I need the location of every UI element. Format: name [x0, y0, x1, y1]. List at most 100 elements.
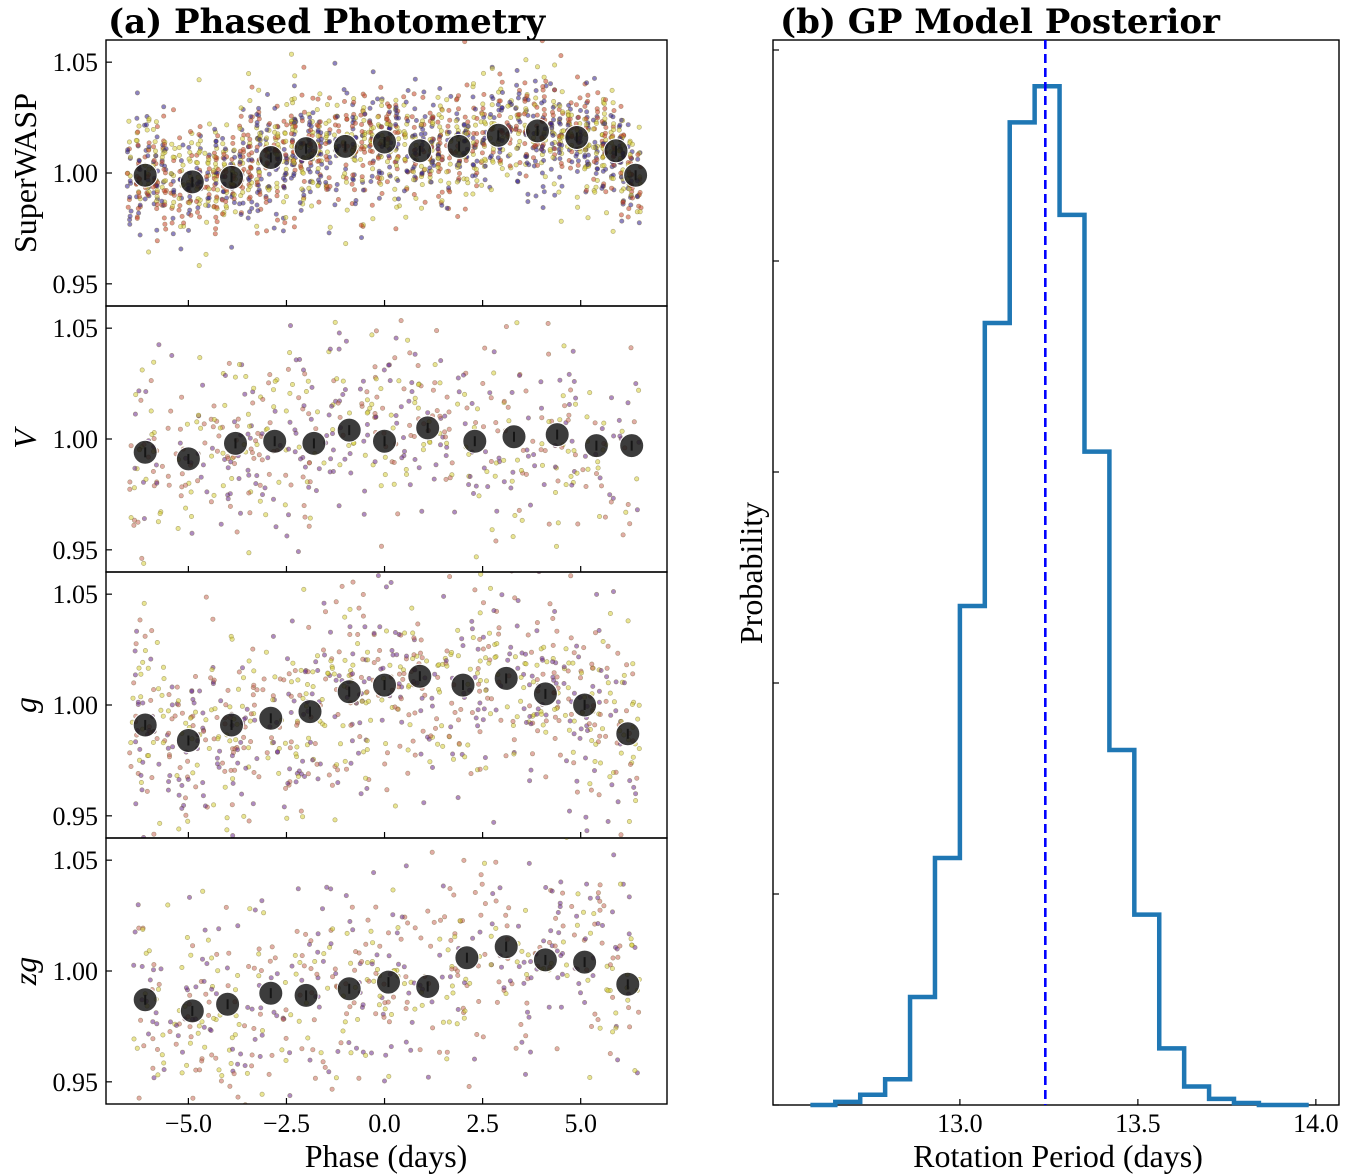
raw-point	[534, 677, 540, 683]
raw-point	[596, 699, 602, 705]
raw-point	[151, 1075, 157, 1081]
raw-point	[387, 173, 393, 179]
raw-point	[625, 997, 631, 1003]
raw-point	[348, 722, 354, 728]
raw-point	[209, 1052, 215, 1058]
raw-point	[473, 554, 479, 560]
raw-point	[196, 132, 202, 138]
raw-point	[249, 199, 255, 205]
raw-point	[299, 953, 305, 959]
raw-point	[280, 175, 286, 181]
raw-point	[209, 453, 215, 459]
raw-point	[385, 930, 391, 936]
raw-point	[283, 1058, 289, 1064]
raw-point	[306, 735, 312, 741]
raw-point	[324, 131, 330, 137]
raw-point	[241, 132, 247, 138]
raw-point	[399, 455, 405, 461]
raw-point	[477, 929, 483, 935]
raw-point	[314, 653, 320, 659]
raw-point	[312, 741, 318, 747]
raw-point	[135, 519, 141, 525]
raw-point	[455, 795, 461, 801]
raw-point	[342, 456, 348, 462]
raw-point	[428, 139, 434, 145]
raw-point	[483, 765, 489, 771]
raw-point	[142, 648, 148, 654]
raw-point	[394, 930, 400, 936]
raw-point	[241, 745, 247, 751]
raw-point	[422, 199, 428, 205]
raw-point	[613, 1025, 619, 1031]
raw-point	[506, 905, 512, 911]
raw-point	[390, 912, 396, 918]
raw-point	[357, 386, 363, 392]
raw-point	[393, 413, 399, 419]
binned-point	[450, 672, 476, 698]
raw-point	[514, 178, 520, 184]
raw-point	[519, 517, 525, 523]
raw-point	[250, 646, 256, 652]
raw-point	[477, 677, 483, 683]
raw-point	[411, 177, 417, 183]
raw-point	[429, 159, 435, 165]
raw-point	[493, 707, 499, 713]
raw-point	[193, 709, 199, 715]
binned-point	[336, 679, 362, 705]
raw-point	[398, 404, 404, 410]
raw-point	[405, 770, 411, 776]
raw-point	[176, 777, 182, 783]
raw-point	[461, 122, 467, 128]
raw-point	[227, 491, 233, 497]
raw-point	[266, 471, 272, 477]
raw-point	[230, 833, 236, 838]
raw-point	[313, 659, 319, 665]
raw-point	[409, 114, 415, 120]
raw-point	[229, 244, 235, 250]
raw-point	[257, 1054, 263, 1060]
raw-point	[281, 804, 287, 810]
raw-point	[595, 890, 601, 896]
raw-point	[453, 97, 459, 103]
raw-point	[611, 433, 617, 439]
raw-point	[555, 520, 561, 526]
raw-point	[530, 113, 536, 119]
raw-point	[241, 675, 247, 681]
raw-point	[309, 203, 315, 209]
raw-point	[390, 425, 396, 431]
binned-point	[415, 415, 441, 441]
raw-point	[565, 122, 571, 128]
raw-point	[346, 442, 352, 448]
raw-point	[482, 951, 488, 957]
raw-point	[305, 166, 311, 172]
raw-point	[320, 647, 326, 653]
raw-point	[343, 112, 349, 118]
raw-point	[540, 722, 546, 728]
raw-point	[411, 652, 417, 658]
raw-point	[187, 1024, 193, 1030]
raw-point	[205, 161, 211, 167]
raw-point	[238, 212, 244, 218]
raw-point	[364, 960, 370, 966]
raw-point	[623, 509, 629, 515]
raw-point	[300, 758, 306, 764]
raw-point	[383, 628, 389, 634]
raw-point	[179, 484, 185, 490]
raw-point	[480, 1034, 486, 1040]
raw-point	[195, 209, 201, 215]
raw-point	[266, 1071, 272, 1077]
raw-point	[518, 698, 524, 704]
raw-point	[508, 644, 514, 650]
raw-point	[523, 719, 529, 725]
raw-point	[563, 646, 569, 652]
raw-point	[233, 1013, 239, 1019]
raw-point	[575, 891, 581, 897]
raw-point	[418, 205, 424, 211]
raw-point	[543, 729, 549, 735]
raw-point	[605, 680, 611, 686]
raw-point	[493, 925, 499, 931]
raw-point	[161, 104, 167, 110]
raw-point	[444, 205, 450, 211]
raw-point	[477, 729, 483, 735]
raw-point	[310, 95, 316, 101]
